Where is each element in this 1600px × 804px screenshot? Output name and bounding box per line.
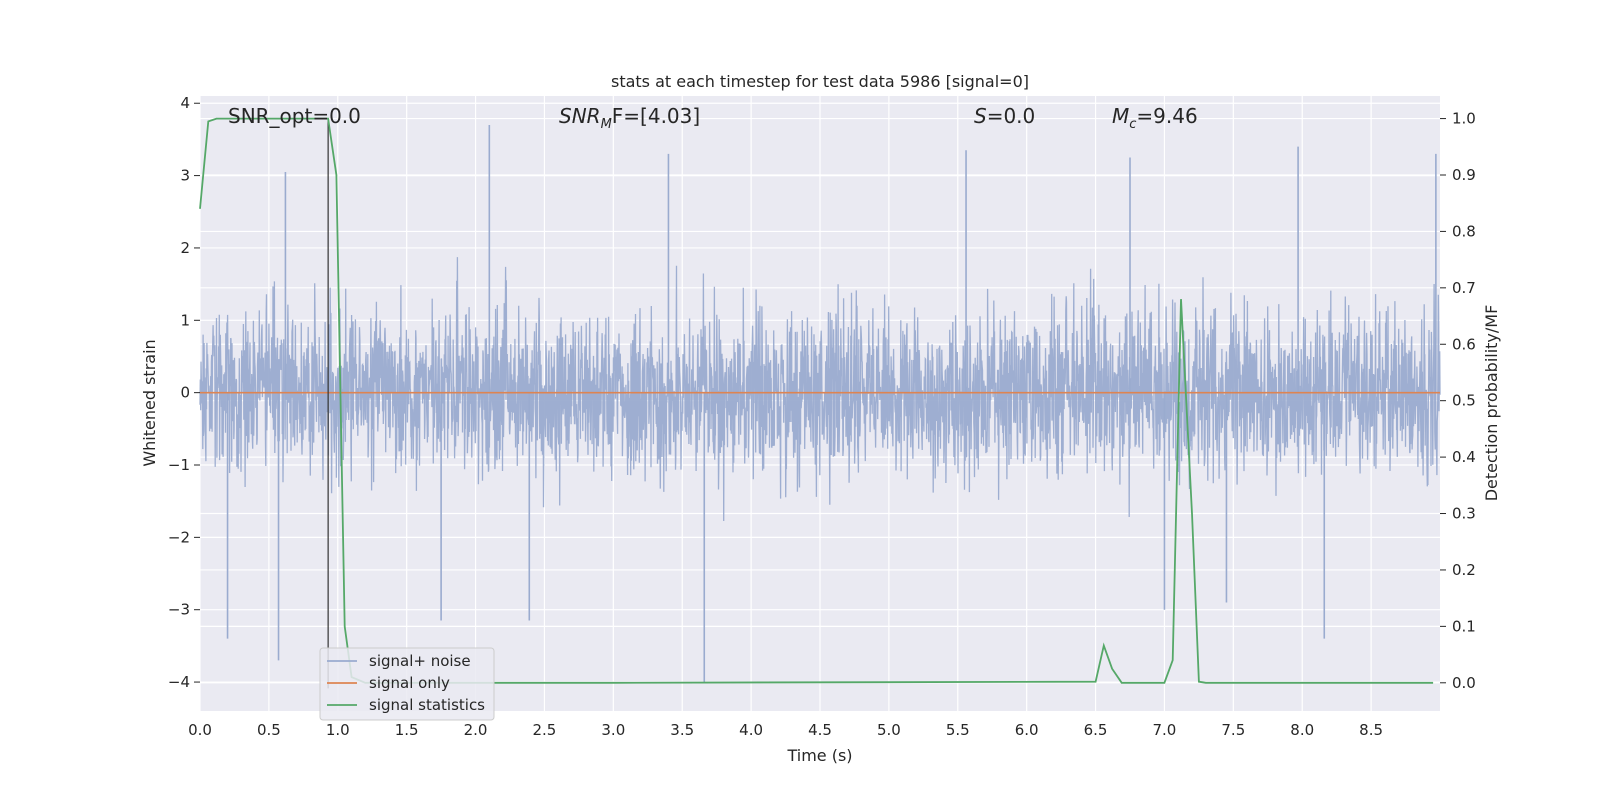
snr-mf-value: F=[4.03] (612, 104, 700, 128)
x-tick-label: 0.5 (257, 721, 281, 739)
y2-tick-label: 1.0 (1452, 110, 1476, 128)
tick-labels: 0.0 0.5 1.0 1.5 2.0 2.5 3.0 3.5 4.0 4.5 5.0 5.5 6.0 6… (168, 94, 1476, 739)
x-tick-label: 2.0 (464, 721, 488, 739)
y2-tick-label: 0.8 (1452, 222, 1476, 240)
snr-mf-annotation: SNRMF=[4.03] (559, 104, 700, 132)
x-tick-label: 2.5 (533, 721, 557, 739)
y2-tick-label: 0.2 (1452, 561, 1476, 579)
y-tick-label: −3 (168, 601, 190, 619)
signal-statistics-line (199, 117, 1434, 684)
y2-tick-label: 0.1 (1452, 617, 1476, 635)
y2-tick-label: 0.5 (1452, 392, 1476, 410)
snr-mf-main: SNR (559, 104, 601, 128)
y-tick-label: 2 (180, 239, 190, 257)
y2-tick-label: 0.3 (1452, 505, 1476, 523)
legend: signal+ noise signal only signal statist… (319, 647, 495, 721)
y2-tick-label: 0.4 (1452, 448, 1476, 466)
s-value: =0.0 (987, 104, 1036, 128)
x-tick-label: 0.0 (188, 721, 212, 739)
signal-noise-line (199, 257, 1441, 522)
x-tick-label: 8.0 (1290, 721, 1314, 739)
x-tick-label: 1.5 (395, 721, 419, 739)
y2-axis-label: Detection probability/MF (1482, 305, 1501, 502)
legend-label-signal-statistics: signal statistics (369, 696, 485, 714)
y-axis-label: Whitened strain (140, 339, 159, 466)
y-tick-label: −4 (168, 673, 190, 691)
legend-label-signal-noise: signal+ noise (369, 652, 471, 670)
snr-opt-annotation: SNR_opt=0.0 (228, 104, 361, 128)
noise-series (199, 124, 1441, 683)
x-tick-label: 7.5 (1221, 721, 1245, 739)
y2-tick-label: 0.7 (1452, 279, 1476, 297)
x-tick-label: 4.5 (808, 721, 832, 739)
snr-mf-subscript: M (601, 117, 612, 132)
x-tick-label: 8.5 (1359, 721, 1383, 739)
line-series (199, 117, 1440, 689)
mc-subscript: c (1129, 117, 1136, 132)
y-tick-label: 1 (180, 311, 190, 329)
mc-main: M (1112, 104, 1129, 128)
s-annotation: S=0.0 (974, 104, 1035, 128)
mc-annotation: Mc=9.46 (1112, 104, 1198, 132)
s-main: S (974, 104, 987, 128)
x-tick-label: 6.5 (1084, 721, 1108, 739)
legend-box (319, 647, 495, 721)
y-tick-label: −2 (168, 528, 190, 546)
x-tick-label: 1.0 (326, 721, 350, 739)
y2-tick-label: 0.6 (1452, 335, 1476, 353)
y2-tick-label: 0.9 (1452, 166, 1476, 184)
y2-tick-label: 0.0 (1452, 674, 1476, 692)
x-axis-label: Time (s) (786, 746, 852, 765)
mc-value: =9.46 (1136, 104, 1197, 128)
chart-title: stats at each timestep for test data 598… (611, 72, 1029, 91)
y-tick-label: 4 (180, 94, 190, 112)
x-tick-label: 4.0 (739, 721, 763, 739)
x-tick-label: 5.0 (877, 721, 901, 739)
x-tick-label: 5.5 (946, 721, 970, 739)
y-tick-label: −1 (168, 456, 190, 474)
x-tick-label: 3.0 (601, 721, 625, 739)
y-tick-label: 0 (180, 384, 190, 402)
y-tick-label: 3 (180, 167, 190, 185)
legend-label-signal-only: signal only (369, 674, 450, 692)
x-tick-label: 3.5 (670, 721, 694, 739)
x-tick-label: 7.0 (1153, 721, 1177, 739)
x-tick-label: 6.0 (1015, 721, 1039, 739)
